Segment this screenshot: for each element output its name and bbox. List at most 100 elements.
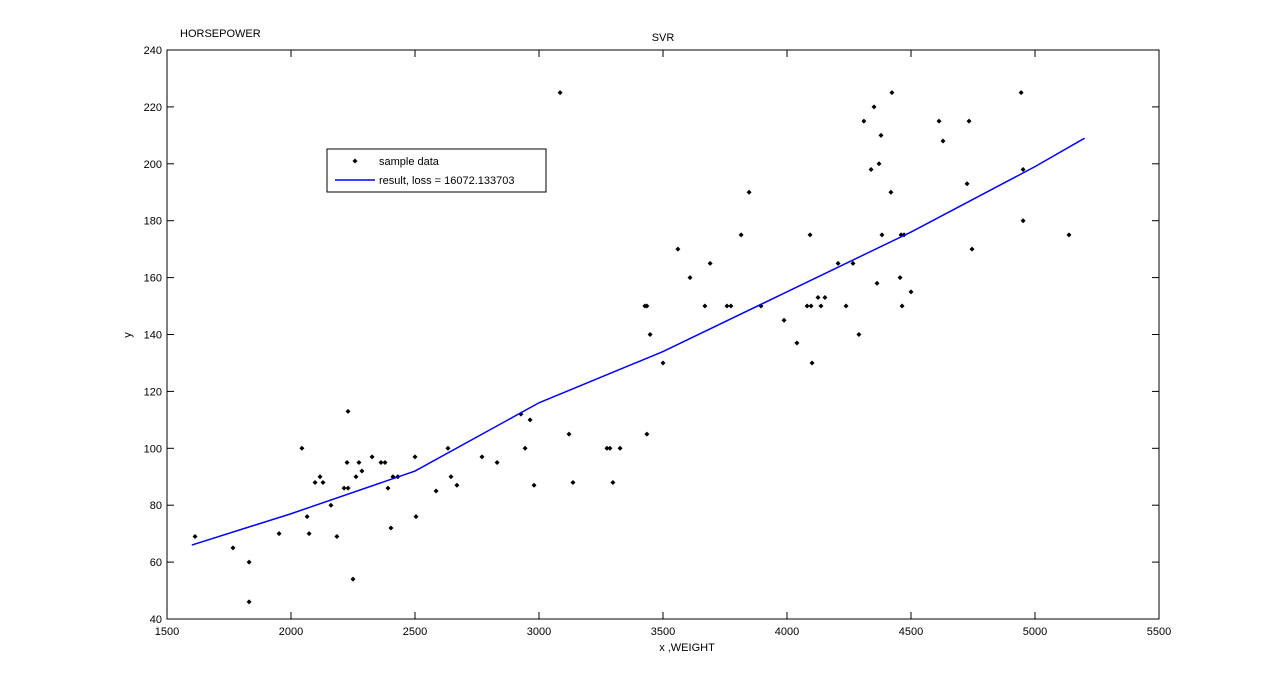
x-tick-label: 5000 [1023,626,1047,638]
data-point [192,533,198,539]
data-point [345,485,351,491]
data-point [804,303,810,309]
data-point [889,90,895,96]
data-point [445,445,451,451]
data-point [617,445,623,451]
y-tick-label: 80 [150,500,162,512]
y-tick-label: 40 [150,614,162,626]
x-axis-label: x ,WEIGHT [659,642,715,654]
data-point [378,460,384,466]
y-tick-label: 180 [144,216,162,228]
data-point [359,468,365,474]
chart-title: SVR [652,32,675,44]
data-point [647,332,653,337]
data-point [702,303,708,309]
data-point [644,431,650,437]
data-point [746,189,752,195]
data-point [781,317,787,323]
data-point [479,454,485,460]
data-point [604,445,610,451]
data-point [388,525,394,531]
legend-box [326,148,547,193]
y-tick-label: 140 [144,330,162,342]
data-point [433,488,439,494]
data-point [570,479,576,485]
data-point [385,485,391,491]
y-tick-label: 120 [144,386,162,398]
data-point [966,118,972,124]
data-point [276,531,282,537]
legend-swatch [352,158,358,164]
data-point [871,104,877,110]
x-tick-label: 1500 [155,626,179,638]
x-tick-label: 4500 [899,626,923,638]
data-point [738,232,744,238]
data-point [1018,90,1024,96]
data-point [246,559,252,565]
data-point [940,138,946,144]
data-point [876,161,882,167]
data-point [908,289,914,295]
y-tick-label: 100 [144,443,162,455]
data-point [807,232,813,238]
y-tick-label: 220 [144,102,162,114]
data-point [936,118,942,124]
data-point [369,454,375,460]
data-point [320,479,326,485]
y-tick-label: 160 [144,273,162,285]
data-point [809,360,815,366]
fit-line [191,137,1085,546]
data-point [341,485,347,491]
data-point [230,545,236,551]
data-point [822,295,828,301]
data-point [861,118,867,124]
data-point [306,531,312,537]
data-point [808,303,814,309]
x-tick-label: 2500 [403,626,427,638]
data-point [317,474,323,480]
data-point [964,181,970,187]
data-point [566,431,572,437]
data-point [353,474,359,480]
data-point [675,246,681,252]
data-point [874,280,880,286]
data-point [724,303,730,309]
data-point [304,514,310,520]
data-point [557,90,563,96]
data-point [454,482,460,488]
data-point [522,445,528,451]
data-point [794,340,800,346]
y-tick-label: 240 [144,45,162,57]
data-point [1020,166,1026,172]
y-axis-label: y [122,332,134,338]
data-point [687,275,693,281]
data-point [969,246,975,252]
data-point [879,232,885,238]
data-point [328,502,334,508]
data-point [644,303,650,309]
data-point [334,533,340,539]
data-point [344,460,350,466]
annotation: HORSEPOWER [180,28,261,40]
data-point [815,295,821,301]
data-point [897,275,903,281]
data-point [1020,218,1026,224]
data-point [660,360,666,366]
data-point [494,460,500,466]
data-point [531,482,537,488]
data-point [350,576,356,582]
data-point [1066,232,1072,238]
data-point [707,260,713,266]
x-tick-label: 4000 [775,626,799,638]
data-point [610,479,616,485]
data-point [850,260,856,266]
data-point [412,454,418,460]
data-point [356,460,362,466]
legend-label: result, loss = 16072.133703 [379,175,514,187]
data-point [345,408,351,414]
data-point [413,514,419,520]
data-point [899,303,905,309]
data-point [728,303,734,309]
plot-area [166,49,1160,620]
